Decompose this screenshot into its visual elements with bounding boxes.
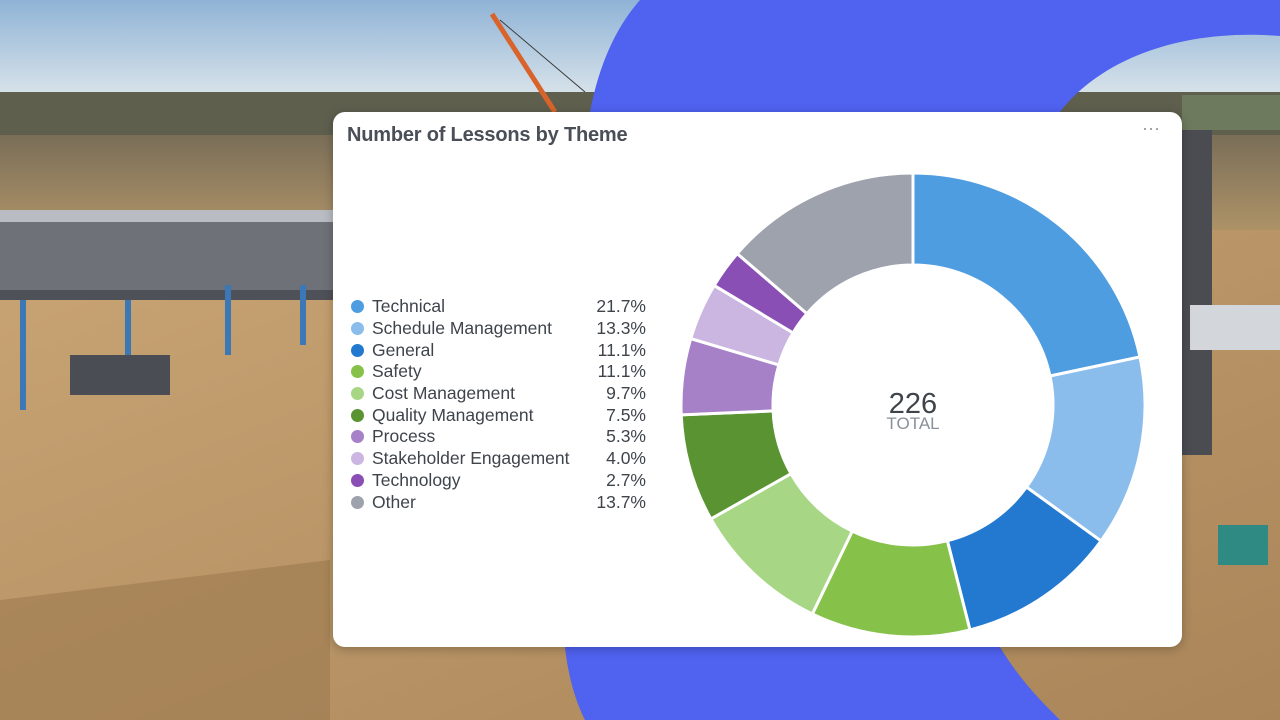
- legend-item[interactable]: Quality Management 7.5%: [351, 404, 646, 426]
- legend-percent: 9.7%: [606, 383, 646, 404]
- legend-label: Process: [372, 426, 436, 447]
- more-options-icon[interactable]: ⋯: [1142, 119, 1160, 139]
- legend-label: Technical: [372, 296, 445, 317]
- chart-card: Number of Lessons by Theme ⋯ Technical 21…: [333, 112, 1182, 647]
- legend-item[interactable]: Process 5.3%: [351, 426, 646, 448]
- donut-chart: 226 TOTAL: [679, 171, 1147, 639]
- legend-label: Schedule Management: [372, 318, 552, 339]
- legend-item[interactable]: Other 13.7%: [351, 491, 646, 513]
- legend-swatch: [351, 387, 364, 401]
- legend-swatch: [351, 343, 364, 357]
- legend-item[interactable]: Safety 11.1%: [351, 361, 646, 383]
- legend-item[interactable]: Stakeholder Engagement 4.0%: [351, 448, 646, 470]
- chart-title: Number of Lessons by Theme: [347, 124, 628, 146]
- legend-item[interactable]: Cost Management 9.7%: [351, 383, 646, 405]
- legend-swatch: [351, 408, 364, 422]
- legend-percent: 13.3%: [596, 318, 646, 339]
- legend-item[interactable]: General 11.1%: [351, 339, 646, 361]
- legend-percent: 4.0%: [606, 448, 646, 469]
- legend-label: Stakeholder Engagement: [372, 448, 570, 469]
- legend-label: Technology: [372, 469, 461, 490]
- legend-swatch: [351, 430, 364, 444]
- legend-percent: 7.5%: [606, 404, 646, 425]
- legend-percent: 11.1%: [597, 339, 646, 360]
- legend-item[interactable]: Schedule Management 13.3%: [351, 318, 646, 340]
- legend-label: General: [372, 339, 435, 360]
- legend-swatch: [351, 473, 364, 487]
- legend-swatch: [351, 365, 364, 379]
- chart-legend: Technical 21.7% Schedule Management 13.3% Ge…: [351, 296, 646, 513]
- donut-slice[interactable]: [911, 171, 1142, 378]
- legend-swatch: [351, 452, 364, 466]
- legend-label: Safety: [372, 361, 422, 382]
- donut-slice[interactable]: [735, 171, 915, 316]
- legend-label: Cost Management: [372, 383, 515, 404]
- legend-label: Other: [372, 491, 416, 512]
- legend-percent: 13.7%: [596, 491, 646, 512]
- legend-percent: 5.3%: [606, 426, 646, 447]
- center-total-label: TOTAL: [886, 414, 939, 433]
- legend-swatch: [351, 322, 364, 336]
- legend-percent: 2.7%: [606, 469, 646, 490]
- legend-item[interactable]: Technical 21.7%: [351, 296, 646, 318]
- legend-percent: 21.7%: [596, 296, 646, 317]
- legend-label: Quality Management: [372, 404, 534, 425]
- legend-swatch: [351, 300, 364, 314]
- legend-item[interactable]: Technology 2.7%: [351, 470, 646, 492]
- legend-percent: 11.1%: [597, 361, 646, 382]
- legend-swatch: [351, 495, 364, 509]
- center-total-value: 226: [889, 388, 937, 420]
